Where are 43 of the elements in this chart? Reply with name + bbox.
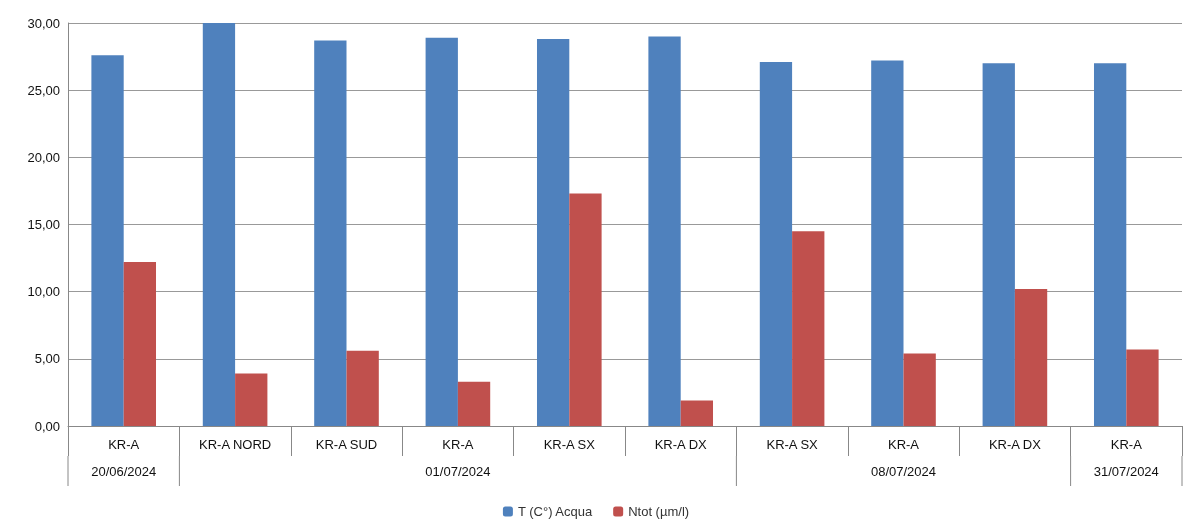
y-tick-label: 20,00 [27,149,60,165]
x-tick-label: KR-A SX [766,437,819,452]
legend-label: Ntot (µm/l) [628,504,690,519]
text: 20/06/2024 [91,463,157,479]
y-tick-label: 10,00 [27,284,60,300]
bar [457,381,491,426]
x-tick-label: KR-A [108,437,140,452]
y-tick-label: 30,00 [27,15,60,31]
text: 08/07/2024 [870,463,937,479]
x-tick-label: KR-A [442,437,474,452]
bar [346,350,379,426]
bar [425,37,458,426]
y-tick-label: 25,00 [27,82,60,98]
x-tick-label: KR-A SX [543,437,596,452]
bar [982,63,1015,426]
bar [1014,288,1048,426]
legend-label: T (C°) Acqua [517,504,593,519]
bar [536,39,570,426]
bar [1126,349,1159,426]
bar [235,373,268,426]
y-tick-label: 0,00 [34,418,60,434]
text: 31/07/2024 [1093,463,1159,479]
x-tick-label: KR-A DX [654,437,708,452]
bar [1093,63,1127,426]
bar [91,55,124,426]
x-tick-label: KR-A [1110,437,1143,452]
y-tick-label: 5,00 [34,351,60,367]
bar [314,40,347,426]
bar [680,400,714,426]
y-tick-label: 15,00 [27,217,60,232]
bar [759,61,793,426]
bar [648,36,681,426]
bar [792,231,825,426]
bar [202,23,236,426]
x-tick-label: KR-A SUD [315,437,378,452]
x-tick-label: KR-A DX [988,437,1042,452]
x-tick-label: KR-A [887,437,920,452]
bar [871,60,904,426]
bar [569,193,602,426]
bar [903,353,936,426]
bar [123,262,157,426]
x-tick-label: KR-A NORD [198,437,272,452]
text: 01/07/2024 [425,463,491,479]
